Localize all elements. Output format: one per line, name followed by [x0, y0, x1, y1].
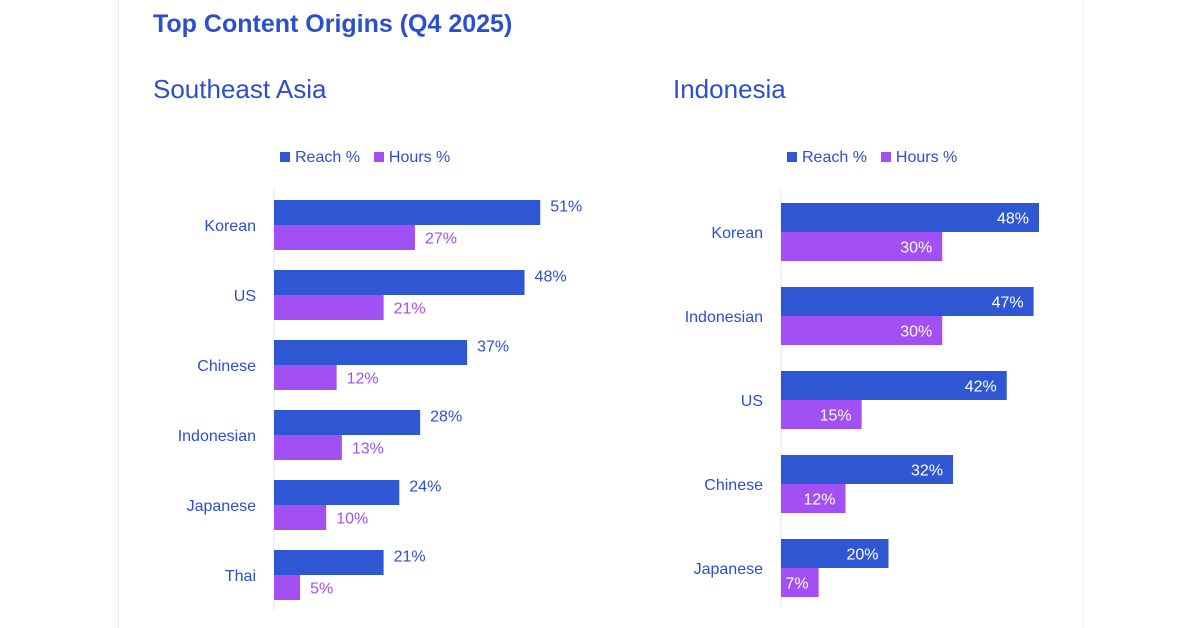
- legend-swatch-reach: [787, 152, 797, 162]
- bar-reach: [781, 203, 1039, 232]
- legend-item-reach: Reach %: [787, 149, 867, 167]
- legend-southeast-asia: Reach % Hours %: [280, 149, 450, 167]
- bar-reach: [274, 480, 400, 505]
- bar-hours: [781, 400, 862, 429]
- category-label: Japanese: [694, 561, 763, 578]
- bar-hours: [781, 484, 846, 513]
- legend-item-reach: Reach %: [280, 149, 360, 167]
- legend-indonesia: Reach % Hours %: [787, 149, 957, 167]
- bar-reach: [274, 410, 421, 435]
- category-label: Indonesian: [178, 428, 256, 445]
- bar-reach: [274, 270, 525, 295]
- legend-label: Hours %: [895, 149, 958, 166]
- bar-reach: [274, 550, 384, 575]
- legend-swatch-reach: [280, 152, 290, 162]
- data-label: 51%: [550, 199, 582, 216]
- bar-hours: [274, 575, 301, 600]
- legend-label: Reach %: [295, 149, 360, 166]
- data-label: 24%: [409, 479, 441, 496]
- data-label: 32%: [911, 463, 943, 480]
- legend-swatch-hours: [880, 152, 891, 162]
- legend-swatch-hours: [373, 152, 384, 162]
- bar-hours: [274, 505, 327, 530]
- data-label: 42%: [965, 379, 997, 396]
- legend-label: Reach %: [802, 149, 867, 166]
- bar-hours: [781, 232, 943, 261]
- bar-reach: [781, 371, 1007, 400]
- bar-reach: [274, 340, 468, 365]
- bar-hours: [274, 365, 337, 390]
- bar-hours: [274, 225, 415, 250]
- data-label: 30%: [900, 324, 932, 341]
- category-label: Chinese: [704, 477, 763, 494]
- category-label: Korean: [711, 225, 763, 242]
- category-label: Indonesian: [685, 309, 763, 326]
- data-label: 48%: [535, 269, 567, 286]
- legend-item-hours: Hours %: [373, 149, 451, 167]
- legend-item-hours: Hours %: [880, 149, 958, 167]
- data-label: 5%: [310, 581, 333, 598]
- data-label: 21%: [394, 301, 426, 318]
- data-label: 20%: [846, 547, 878, 564]
- category-label: Japanese: [187, 498, 256, 515]
- bar-hours: [274, 295, 384, 320]
- data-label: 12%: [803, 492, 835, 509]
- data-label: 7%: [786, 576, 809, 593]
- data-label: 21%: [394, 549, 426, 566]
- category-label: Korean: [204, 218, 256, 235]
- bar-reach: [781, 287, 1034, 316]
- bar-hours: [781, 316, 943, 345]
- legend-label: Hours %: [388, 149, 451, 166]
- data-label: 37%: [477, 339, 509, 356]
- data-label: 10%: [336, 511, 368, 528]
- category-label: US: [234, 288, 256, 305]
- category-label: Thai: [225, 568, 256, 585]
- bar-reach: [781, 539, 889, 568]
- page-title: Top Content Origins (Q4 2025): [153, 10, 513, 38]
- data-label: 30%: [900, 240, 932, 257]
- bar-reach: [781, 455, 953, 484]
- chart-title-indonesia: Indonesia: [673, 74, 786, 104]
- data-label: 12%: [347, 371, 379, 388]
- category-label: US: [741, 393, 763, 410]
- bar-hours: [781, 568, 819, 597]
- data-label: 15%: [820, 408, 852, 425]
- category-label: Chinese: [197, 358, 256, 375]
- bar-reach: [274, 200, 541, 225]
- data-label: 47%: [992, 295, 1024, 312]
- bar-hours: [274, 435, 342, 460]
- data-label: 27%: [425, 231, 457, 248]
- data-label: 13%: [352, 441, 384, 458]
- data-label: 48%: [997, 211, 1029, 228]
- chart-title-southeast-asia: Southeast Asia: [153, 74, 327, 104]
- data-label: 28%: [430, 409, 462, 426]
